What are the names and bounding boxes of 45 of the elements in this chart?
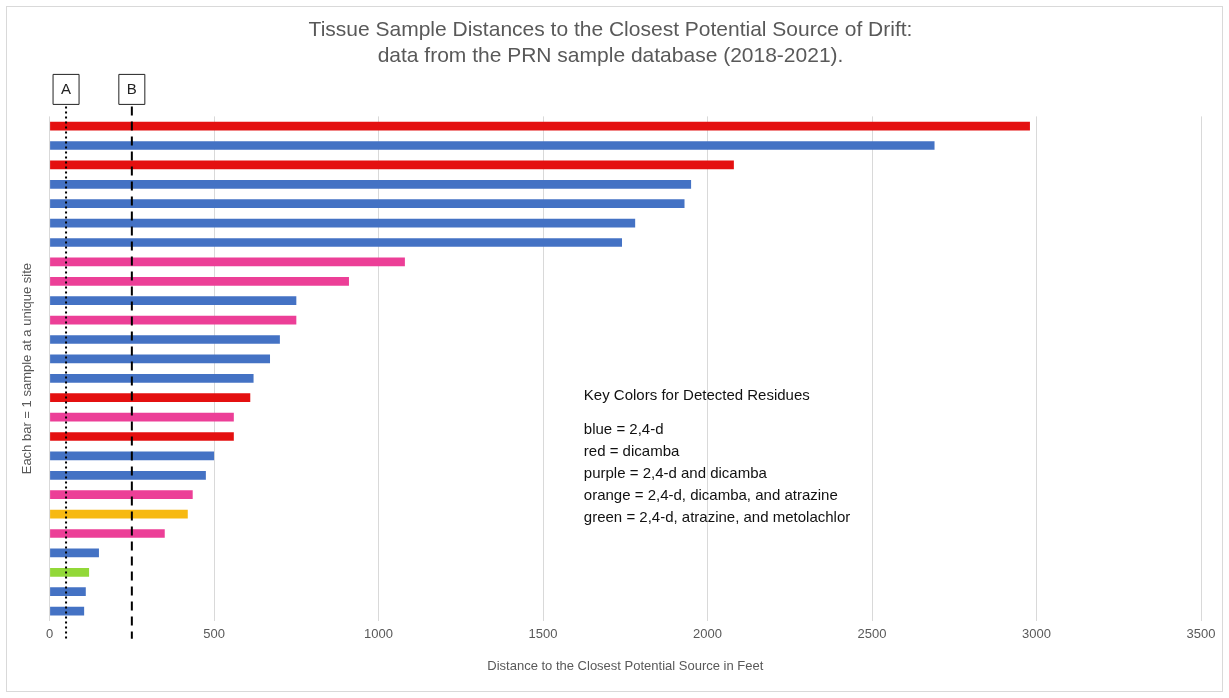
bar [50, 179, 692, 189]
chart-title: Tissue Sample Distances to the Closest Potential Source of Drift: data from the PRN sample database (2018-2021). [308, 17, 913, 66]
bar [50, 199, 685, 209]
bar [50, 373, 254, 383]
bar [50, 606, 85, 616]
bar [50, 529, 165, 538]
x-tick-label: 500 [203, 626, 225, 642]
annotation: blue = 2,4-d [583, 420, 664, 438]
bar [50, 335, 280, 344]
bar [50, 296, 297, 306]
x-tick-label: 2500 [857, 626, 887, 642]
bar [50, 218, 636, 228]
x-tick-label: 2000 [693, 626, 722, 642]
annotation: Key Colors for Detected Residues [583, 386, 810, 404]
bar [50, 238, 623, 247]
bar [50, 257, 405, 267]
bar [50, 121, 1030, 131]
y-axis-title: Each bar = 1 sample at a unique site [19, 262, 35, 475]
annotation: red = dicamba [583, 442, 680, 460]
x-tick-label: 3000 [1022, 626, 1051, 642]
bar [50, 587, 86, 597]
bar [50, 393, 251, 403]
annotation: green = 2,4-d, atrazine, and metolachlor [583, 508, 851, 526]
bar [50, 548, 99, 558]
bar [50, 160, 734, 170]
bar [50, 470, 206, 480]
bar [50, 354, 271, 364]
x-tick-label: 1500 [528, 626, 558, 642]
annotation: purple = 2,4-d and dicamba [583, 464, 768, 482]
bar [50, 432, 234, 441]
bar [50, 141, 935, 150]
x-axis-title: Distance to the Closest Potential Source in Feet [487, 657, 764, 673]
annotation: orange = 2,4-d, dicamba, and atrazine [583, 486, 838, 504]
ref-line-label: A [61, 79, 72, 97]
ref-line-label: B [126, 79, 137, 97]
x-tick-label: 1000 [364, 626, 394, 642]
bar [50, 412, 234, 422]
x-tick-label: 3500 [1186, 626, 1216, 642]
x-tick-label: 0 [45, 626, 54, 642]
bar [50, 509, 188, 519]
bar [50, 490, 193, 500]
bar [50, 276, 349, 286]
bar [50, 315, 297, 325]
bar [50, 451, 215, 461]
bar [50, 567, 90, 577]
